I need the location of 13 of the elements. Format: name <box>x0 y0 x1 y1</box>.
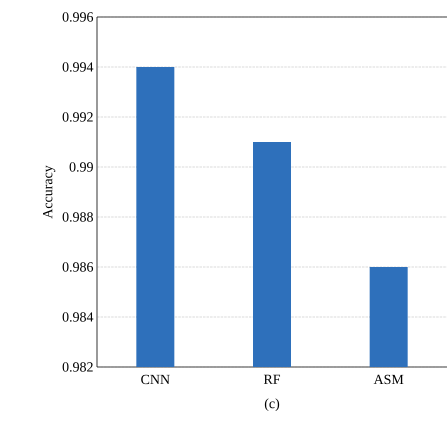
y-axis-title: Accuracy <box>43 165 56 219</box>
y-tick-label: 0.986 <box>62 262 94 272</box>
y-tick-label: 0.984 <box>62 312 94 322</box>
y-tick-label: 0.996 <box>62 12 94 22</box>
text: (c) <box>264 398 280 412</box>
y-tick-label: 0.992 <box>62 112 93 122</box>
y-tick-label: 0.99 <box>70 162 93 172</box>
y-tick-label: 0.982 <box>62 362 93 372</box>
y-tick-label: 0.994 <box>62 62 94 72</box>
x-tick-label: CNN <box>141 374 170 384</box>
x-tick-label: RF <box>264 374 280 384</box>
y-tick-label: 0.988 <box>62 212 93 222</box>
x-tick-label: ASM <box>374 374 404 384</box>
